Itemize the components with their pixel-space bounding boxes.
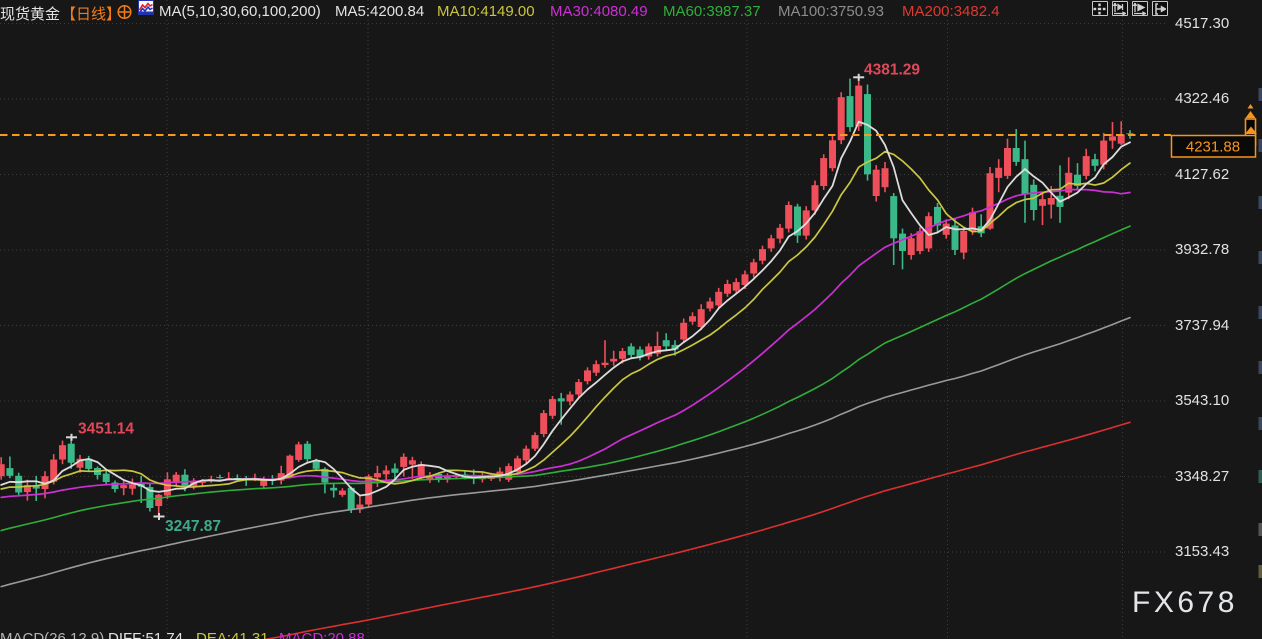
svg-text:3247.87: 3247.87	[165, 518, 221, 535]
svg-text:3451.14: 3451.14	[78, 421, 134, 438]
svg-text:4231.88: 4231.88	[1186, 139, 1240, 156]
svg-text:4381.29: 4381.29	[864, 62, 920, 79]
